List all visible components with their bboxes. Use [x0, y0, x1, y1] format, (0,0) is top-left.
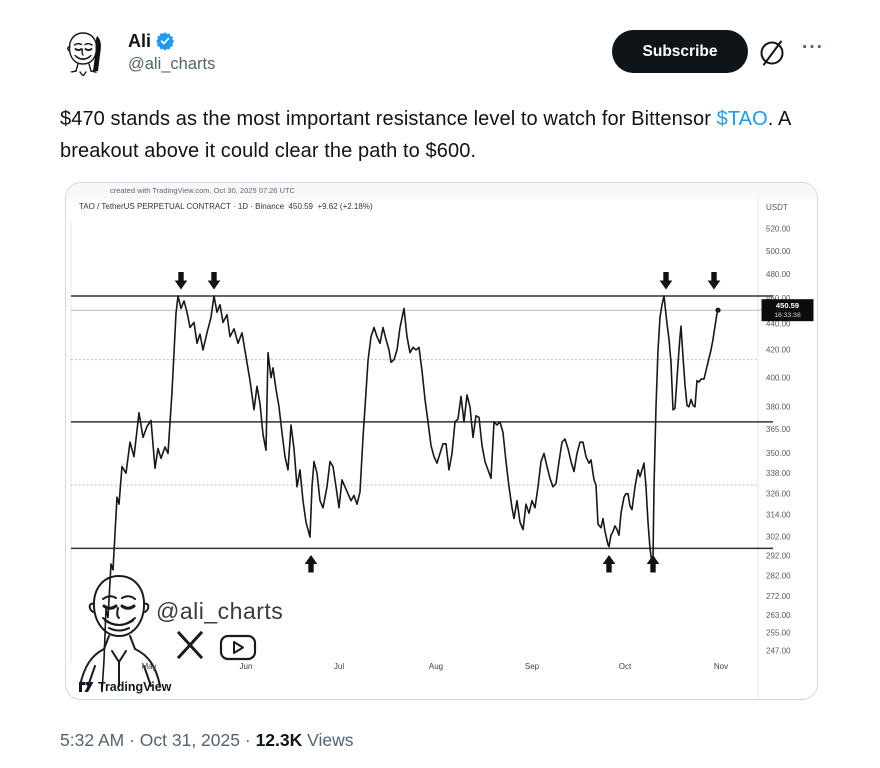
price-tick: 380.00 [766, 402, 791, 411]
youtube-icon [219, 634, 257, 661]
down-arrow [707, 272, 721, 290]
price-tick: 480.00 [766, 270, 791, 279]
svg-text:16:33:38: 16:33:38 [774, 312, 801, 319]
subscribe-button[interactable]: Subscribe [612, 30, 748, 73]
tweet-footer: 5:32 AM · Oct 31, 2025 · 12.3K Views [60, 730, 354, 751]
cashtag-link[interactable]: $TAO [716, 108, 768, 130]
price-tick: 326.00 [766, 489, 791, 498]
price-chart: USDT 520.00 500.00 480.00 460.00 440.00 420.00… [70, 199, 814, 699]
separator-dot: · [124, 730, 140, 750]
tradingview-logo: TradingView [79, 680, 171, 694]
annotation-arrows [174, 272, 721, 573]
price-tick: 420.00 [766, 346, 791, 355]
month-tick: Sep [525, 662, 540, 671]
attribution-text: created with TradingView.com, Oct 30, 20… [110, 186, 295, 195]
price-tick: 314.00 [766, 511, 791, 520]
price-line [101, 295, 719, 693]
price-tick: 247.00 [766, 647, 791, 656]
svg-text:450.59: 450.59 [776, 301, 799, 310]
views-label: Views [302, 730, 354, 750]
price-tick: 338.00 [766, 469, 791, 478]
time-text: 5:32 AM [60, 730, 125, 750]
month-tick: Jun [240, 662, 253, 671]
tweet-text-before: $470 stands as the most important resist… [60, 108, 717, 130]
tradingview-logo-icon [79, 682, 94, 692]
price-tick: 460.00 [766, 294, 791, 303]
avatar[interactable] [60, 28, 108, 76]
chart-watermark: @ali_charts [71, 568, 341, 699]
last-price-dot [715, 307, 721, 313]
date-text: Oct 31, 2025 [139, 730, 240, 750]
views-count: 12.3K [255, 730, 303, 750]
tweet-text-after: . A breakout above it could clear the pa… [60, 108, 791, 162]
tweet-text: $470 stands as the most important resist… [60, 104, 800, 167]
up-arrow [646, 555, 660, 573]
price-tick: 263.00 [766, 611, 791, 620]
price-tick: 500.00 [766, 247, 791, 256]
price-tick: 520.00 [766, 225, 791, 234]
up-arrow [304, 555, 318, 573]
watermark-face-icon [79, 575, 161, 687]
chart-symbol-line: TAO / TetherUS PERPETUAL CONTRACT · 1D ·… [79, 202, 373, 211]
price-tick: 255.00 [766, 629, 791, 638]
up-arrow [602, 555, 616, 573]
last-price-badge: 450.59 16:33:38 [761, 299, 814, 322]
time-axis: May Jun Jul Aug Sep Oct Nov [141, 662, 728, 671]
watermark-handle: @ali_charts [156, 598, 284, 624]
more-menu-button[interactable]: ··· [802, 37, 824, 58]
price-axis: USDT 520.00 500.00 480.00 460.00 440.00 420.00… [766, 203, 791, 656]
month-tick: May [141, 662, 156, 671]
month-tick: Aug [429, 662, 443, 671]
price-tick: 440.00 [766, 319, 791, 328]
separator-dot: · [240, 730, 256, 750]
price-tick: 400.00 [766, 373, 791, 382]
x-logo-icon [176, 630, 204, 660]
month-tick: Oct [619, 662, 632, 671]
price-tick: 292.00 [766, 552, 791, 561]
user-handle[interactable]: @ali_charts [128, 55, 216, 73]
price-tick: 302.00 [766, 533, 791, 542]
avatar-sketch-icon [63, 32, 104, 76]
price-tick: 365.00 [766, 425, 791, 434]
timestamp[interactable]: 5:32 AM · Oct 31, 2025 [60, 730, 240, 750]
down-arrow [174, 272, 188, 290]
display-name: Ali [128, 31, 152, 51]
attribution-bar: created with TradingView.com, Oct 30, 20… [66, 183, 817, 199]
month-tick: Nov [714, 662, 728, 671]
month-tick: Jul [334, 662, 344, 671]
down-arrow [659, 272, 673, 290]
chart-media-card[interactable]: created with TradingView.com, Oct 30, 20… [65, 182, 818, 700]
tradingview-logo-text: TradingView [98, 680, 172, 694]
price-tick: 282.00 [766, 572, 791, 581]
currency-label: USDT [766, 203, 788, 212]
grok-icon [760, 40, 784, 66]
grok-button[interactable] [757, 38, 787, 68]
avatar-dark-mark [93, 36, 101, 71]
verified-badge-icon [156, 32, 175, 51]
down-arrow [207, 272, 221, 290]
price-tick: 272.00 [766, 592, 791, 601]
price-tick: 350.00 [766, 449, 791, 458]
